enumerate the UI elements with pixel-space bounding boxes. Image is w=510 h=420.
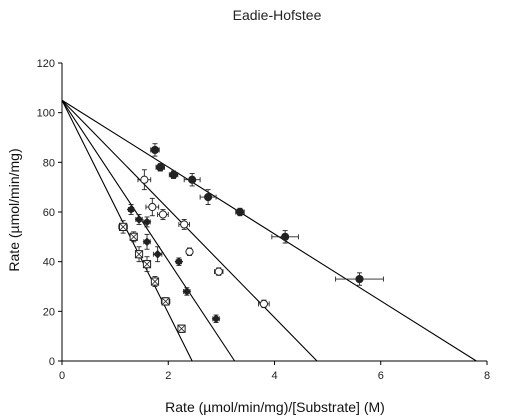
marker-hatch [151,277,159,286]
data-point [335,272,384,286]
axes: 0 20 40 60 80 100 120 0 2 4 6 8 [37,58,490,382]
data-point [118,220,128,234]
marker-filled-diamond [134,215,144,224]
marker-filled-circle [156,163,165,172]
marker-filled-diamond [211,314,221,324]
marker-hatch [143,260,151,269]
marker-open-circle [158,210,168,219]
y-tick-label: 100 [37,108,55,120]
fit-line [61,99,477,362]
marker-filled-circle [355,274,364,284]
marker-filled-diamond [126,205,136,214]
data-point [185,247,194,256]
data-point [177,324,186,333]
y-axis-label: Rate (µmol/min/mg) [6,148,22,271]
data-points [118,143,384,333]
data-point [129,231,138,243]
x-tick-label: 0 [59,370,65,382]
marker-filled-diamond [174,257,184,266]
data-point [134,214,144,225]
marker-hatch [161,297,170,306]
data-point [150,276,160,287]
x-tick-label: 4 [271,370,277,382]
marker-filled-circle [203,193,213,202]
data-point [178,218,190,230]
data-point [145,197,160,217]
data-point [134,246,144,263]
y-tick-label: 20 [43,306,55,318]
y-tick-label: 40 [43,257,55,269]
data-point [258,299,270,309]
data-point [211,314,221,324]
y-tick-label: 120 [37,58,55,70]
x-axis-label: Rate (µmol/min/mg)/[Substrate] (M) [165,399,385,415]
data-point [271,230,299,244]
marker-filled-circle [188,175,197,184]
data-point [155,163,165,172]
marker-open-circle [140,175,149,184]
marker-open-circle [148,202,157,212]
marker-filled-diamond [142,237,152,247]
fit-line [61,99,318,362]
marker-filled-diamond [182,287,192,296]
marker-open-circle [214,267,223,276]
data-point [126,204,136,215]
data-point [137,169,152,191]
y-tick-label: 60 [43,207,55,219]
data-point [160,297,171,306]
marker-filled-circle [235,207,245,217]
data-point [174,257,184,266]
marker-filled-circle [281,232,290,241]
data-point [142,216,152,228]
marker-open-circle [180,220,189,229]
data-point [157,209,169,220]
marker-filled-diamond [142,217,152,227]
marker-filled-circle [150,145,160,155]
marker-filled-diamond [153,249,162,259]
y-tick-label: 0 [49,356,55,368]
data-point [168,170,179,179]
data-point [235,207,245,217]
data-point [183,173,201,187]
data-point [214,267,224,276]
fit-line [61,99,236,362]
data-point [142,233,152,250]
marker-hatch [119,223,127,231]
data-point [142,256,152,273]
marker-hatch [177,324,186,333]
marker-open-circle [259,299,268,308]
marker-hatch [135,250,143,259]
data-point [150,143,160,157]
x-tick-label: 6 [378,370,384,382]
chart-title: Eadie-Hofstee [233,7,322,23]
y-tick-label: 80 [43,157,55,169]
data-point [199,189,217,206]
x-tick-label: 8 [484,370,490,382]
marker-filled-circle [169,170,178,179]
data-point [182,287,192,296]
marker-open-circle [185,247,194,256]
data-point [152,246,163,263]
x-tick-label: 2 [165,370,171,382]
marker-hatch [129,232,138,241]
